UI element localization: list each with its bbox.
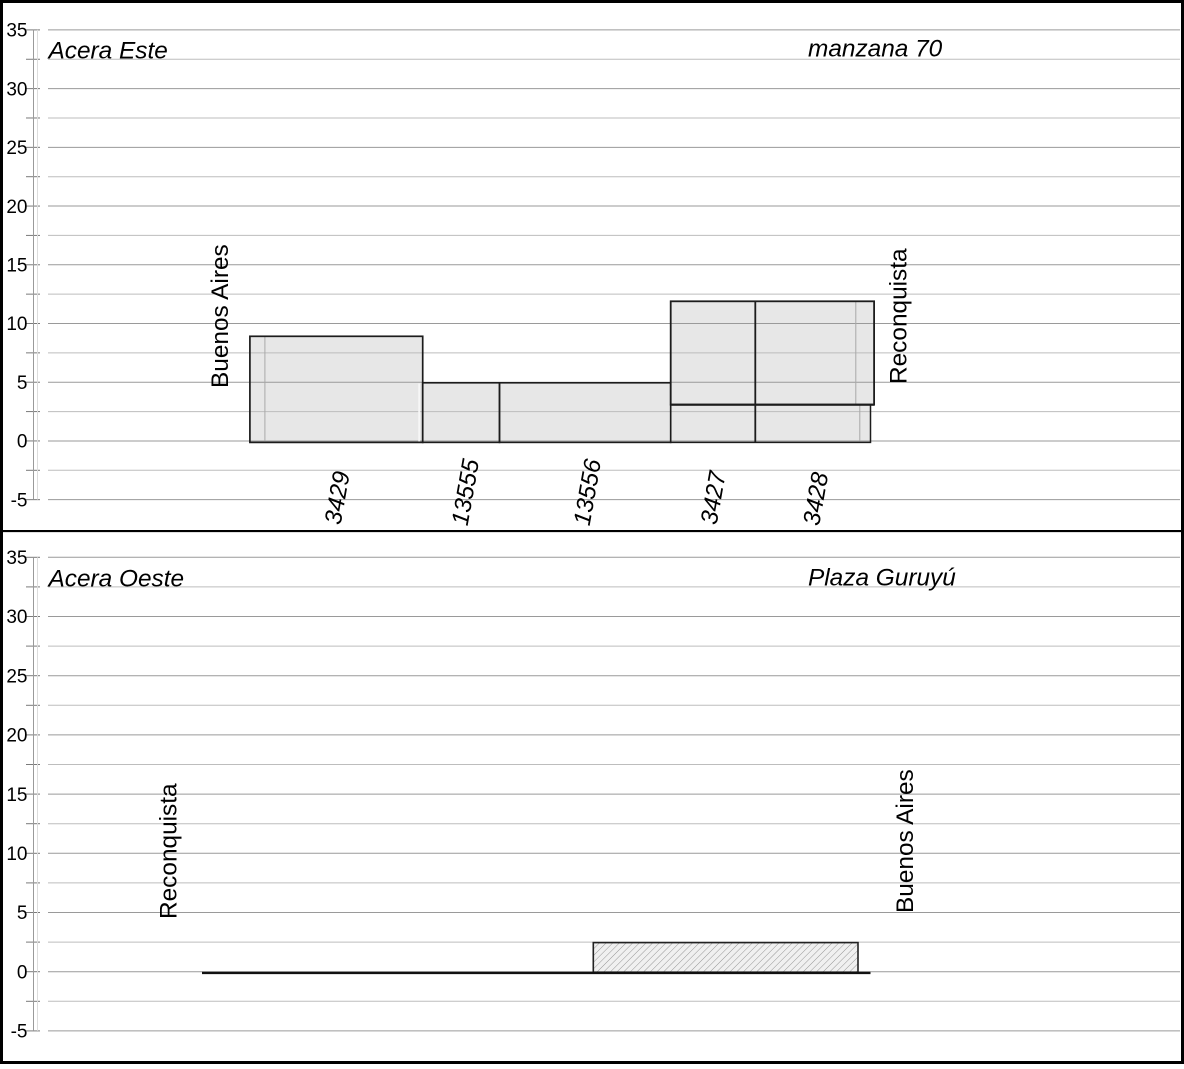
svg-text:10: 10: [6, 844, 27, 865]
svg-text:10: 10: [6, 314, 27, 335]
svg-text:15: 15: [6, 785, 27, 806]
svg-text:Acera Oeste: Acera Oeste: [47, 566, 185, 593]
svg-text:5: 5: [17, 903, 28, 924]
svg-text:15: 15: [6, 256, 27, 277]
svg-text:30: 30: [6, 607, 27, 628]
svg-text:30: 30: [6, 79, 27, 100]
svg-text:manzana 70: manzana 70: [808, 36, 943, 63]
svg-text:20: 20: [6, 197, 27, 218]
svg-text:5: 5: [17, 373, 28, 394]
svg-text:35: 35: [6, 21, 27, 42]
svg-text:Buenos Aires: Buenos Aires: [892, 769, 919, 913]
svg-text:-5: -5: [11, 490, 28, 511]
svg-text:Reconquista: Reconquista: [156, 783, 183, 919]
svg-text:-5: -5: [11, 1022, 28, 1043]
svg-text:35: 35: [6, 548, 27, 569]
svg-text:25: 25: [6, 666, 27, 687]
svg-text:0: 0: [17, 432, 28, 453]
svg-text:20: 20: [6, 726, 27, 747]
svg-text:Acera Este: Acera Este: [47, 38, 168, 65]
svg-text:Buenos Aires: Buenos Aires: [207, 244, 234, 388]
svg-text:25: 25: [6, 138, 27, 159]
svg-text:Reconquista: Reconquista: [886, 248, 913, 384]
svg-text:0: 0: [17, 962, 28, 983]
svg-text:Plaza Guruyú: Plaza Guruyú: [808, 565, 956, 592]
